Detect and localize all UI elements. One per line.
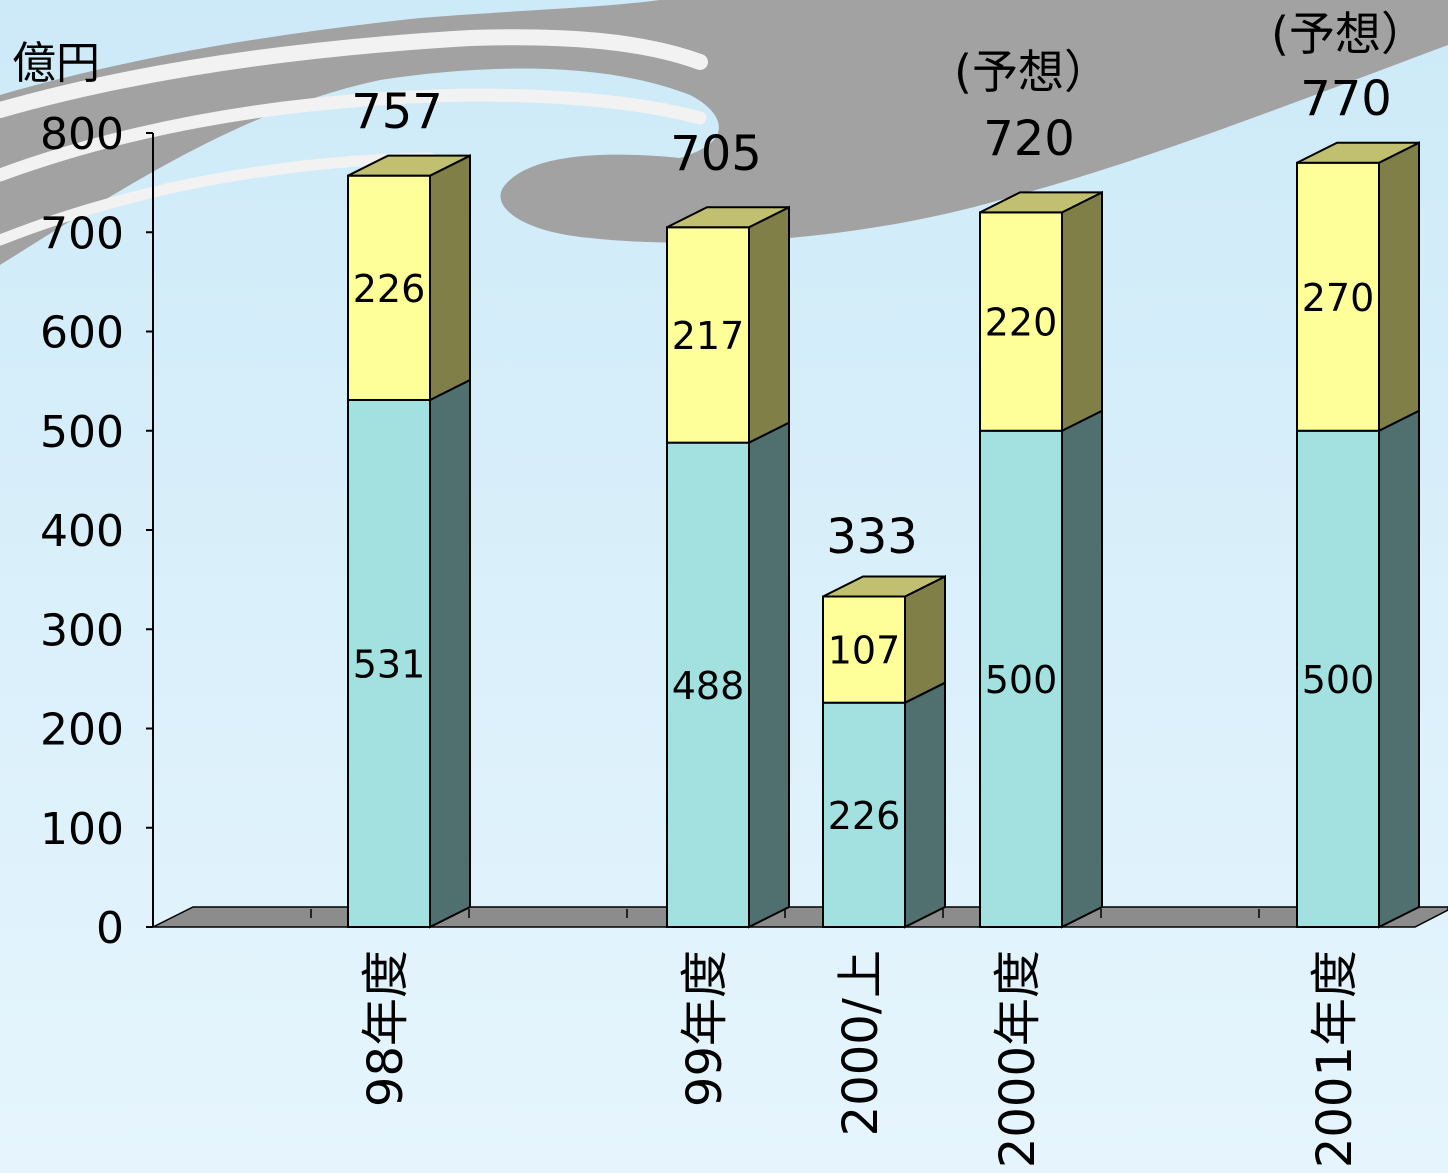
bar-segment-side xyxy=(1061,190,1103,433)
x-category-label: 2001年度 xyxy=(1307,950,1363,1168)
total-value-label: 333 xyxy=(826,509,918,565)
segment-value-label: 500 xyxy=(1302,658,1375,702)
bar-segment-side xyxy=(904,574,946,705)
segment-value-label: 107 xyxy=(828,629,901,673)
forecast-annotation: (予想） xyxy=(954,45,1110,99)
decorative-swoosh xyxy=(0,0,1448,265)
bar-labels: 531 226 757 98年度 488 217 705 99年度 226 107 333 2000/… xyxy=(351,7,1427,1168)
y-tick-label: 300 xyxy=(40,605,124,656)
y-tick-label: 0 xyxy=(96,903,124,954)
forecast-annotation: (予想） xyxy=(1271,7,1427,61)
bar-top xyxy=(1296,141,1420,164)
y-axis-unit: 億円 xyxy=(12,38,100,89)
segment-value-label: 220 xyxy=(985,301,1058,345)
y-tick-label: 600 xyxy=(40,308,124,359)
bar-segment xyxy=(822,701,906,928)
segment-value-label: 217 xyxy=(672,314,745,358)
x-category-label: 2000年度 xyxy=(990,950,1046,1168)
bar-top xyxy=(347,154,471,177)
bar-segment-side xyxy=(748,205,790,445)
bar-segment xyxy=(1296,429,1380,928)
x-category-label: 2000/上 xyxy=(833,950,889,1136)
total-value-label: 757 xyxy=(351,84,443,140)
segment-value-label: 270 xyxy=(1302,276,1375,320)
segment-value-label: 226 xyxy=(828,794,901,838)
bar-segment xyxy=(666,441,750,928)
floor-ticks xyxy=(310,909,1260,918)
y-tick-label: 500 xyxy=(40,407,124,458)
y-tick-label: 400 xyxy=(40,506,124,557)
bar-segment xyxy=(1296,161,1380,432)
bar-segment-side xyxy=(1378,409,1420,929)
bar-segment xyxy=(822,595,906,704)
total-value-label: 705 xyxy=(670,126,762,182)
bar-segment xyxy=(979,429,1063,928)
y-tick-label: 800 xyxy=(40,109,124,160)
bar-top xyxy=(666,206,790,229)
bar-segment-side xyxy=(748,421,790,929)
bar-segment-side xyxy=(429,378,471,929)
bar-top xyxy=(979,191,1103,214)
bar-segment-side xyxy=(429,154,471,402)
segment-value-label: 488 xyxy=(672,664,745,708)
segment-value-label: 226 xyxy=(353,267,426,311)
total-value-label: 720 xyxy=(983,111,1075,167)
bar-top xyxy=(822,575,946,598)
segment-value-label: 531 xyxy=(353,642,426,686)
bar-segment xyxy=(347,174,431,401)
segment-value-label: 500 xyxy=(985,658,1058,702)
y-axis-ticks: 0 100 200 300 400 500 600 700 800 xyxy=(40,109,153,954)
y-tick-label: 700 xyxy=(40,208,124,259)
bar-segment-side xyxy=(1378,141,1420,433)
y-tick-label: 100 xyxy=(40,804,124,855)
bar-segment-side xyxy=(1061,409,1103,929)
bars xyxy=(347,141,1420,929)
bar-segment xyxy=(347,398,431,929)
total-value-label: 770 xyxy=(1300,71,1392,127)
y-tick-label: 200 xyxy=(40,705,124,756)
x-category-label: 99年度 xyxy=(677,950,733,1107)
chart-floor xyxy=(152,906,1448,928)
x-category-label: 98年度 xyxy=(358,950,414,1107)
bar-segment xyxy=(979,211,1063,432)
bar-segment-side xyxy=(904,681,946,929)
